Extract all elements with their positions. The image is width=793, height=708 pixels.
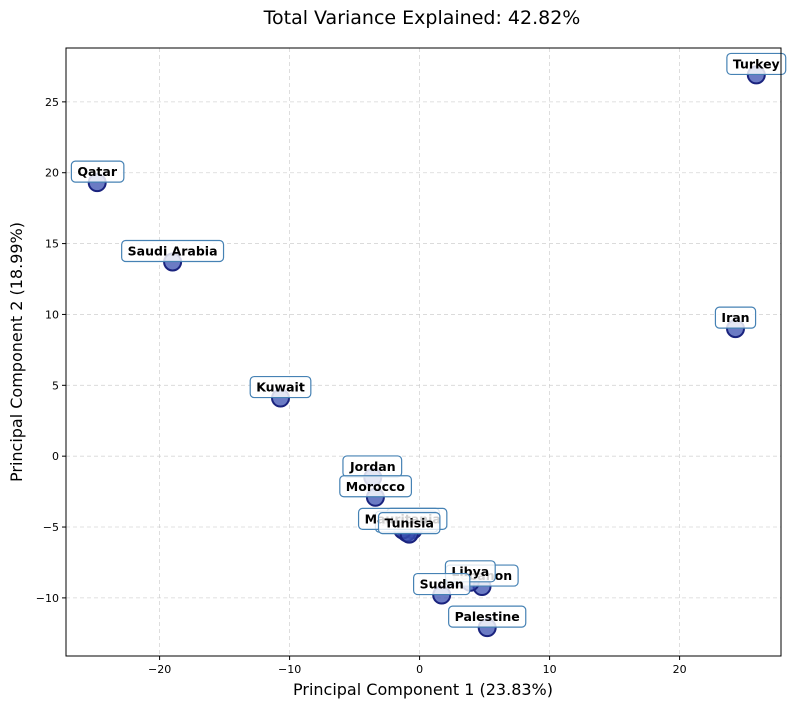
data-label-box [726,52,787,76]
data-label-text: Qatar [77,164,117,179]
data-label-box [714,306,757,329]
data-label-text: Saudi Arabia [128,244,218,259]
y-tick-label: −5 [43,521,59,534]
data-label: Palestine [448,605,527,628]
data-label: Kuwait [249,375,312,399]
y-axis-title: Principal Component 2 (18.99%) [7,222,26,482]
point-labels: Turkey Qatar Saudi Arabia Iran Kuwait Jordan M… [70,52,787,628]
data-label-box [413,572,471,596]
data-label-box [448,605,527,628]
data-label-box [249,375,312,399]
chart-title: Total Variance Explained: 42.82% [263,7,581,29]
grid [66,48,781,656]
data-label: Turkey [726,52,787,76]
data-label-text: Turkey [733,56,780,71]
data-label-text: Iran [721,310,749,325]
data-label-text: Sudan [420,577,464,592]
x-tick-label: 20 [673,663,687,676]
data-label: Qatar [70,160,125,183]
data-label-box [339,475,413,498]
data-points [87,65,766,638]
plot-frame [65,47,782,657]
data-label-text: Kuwait [256,380,305,395]
y-tick-label: −10 [36,592,59,605]
data-label: Tunisia [377,512,441,535]
data-label-text: Morocco [346,479,406,494]
data-label: Saudi Arabia [121,239,225,263]
x-tick-label: 10 [543,663,557,676]
data-label: Sudan [413,572,471,596]
y-tick-label: 0 [52,450,59,463]
data-label: Iran [714,306,757,329]
data-label: Morocco [339,475,413,498]
x-axis-title: Principal Component 1 (23.83%) [293,680,553,699]
y-tick-label: 20 [45,167,59,180]
y-tick-label: 15 [45,238,59,251]
data-label: Libya [444,560,496,583]
x-tick-label: −10 [278,663,301,676]
y-tick-label: 25 [45,96,59,109]
y-tick-label: 5 [52,379,59,392]
data-label-text: Palestine [455,609,520,624]
data-label-box [377,512,441,535]
data-label-box [70,160,125,183]
data-label-box [121,239,225,263]
x-tick-label: 0 [416,663,423,676]
y-tick-label: 10 [45,308,59,321]
data-label-text: Tunisia [384,516,433,531]
data-label: Jordan [342,455,403,478]
x-tick-label: −20 [148,663,171,676]
axis-ticks: −20 −10 0 10 20 −10 −5 0 5 10 15 20 25 [36,96,687,676]
data-label-text: Jordan [349,459,396,474]
